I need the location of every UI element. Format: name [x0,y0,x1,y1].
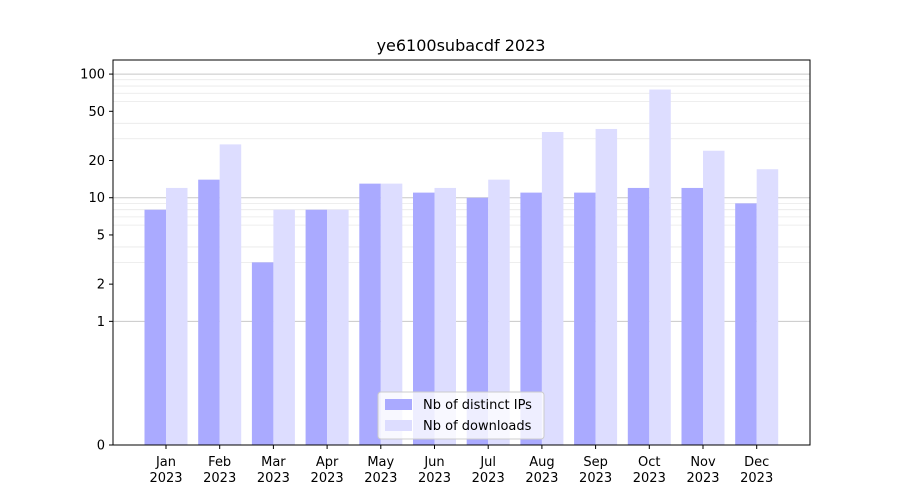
bar-distinct-ips [627,187,650,445]
plot-frame [112,59,811,446]
x-tick-label: Oct 2023 [633,455,666,486]
bar-downloads [273,209,295,445]
y-tick-label: 100 [80,68,105,83]
bar-downloads [649,89,671,445]
bar-distinct-ips [735,203,757,445]
x-tick-label: May 2023 [364,455,397,486]
y-tick-label: 10 [88,191,105,206]
bar-distinct-ips [413,192,435,445]
y-tick-label: 5 [97,228,105,243]
chart-title: ye6100subacdf 2023 [377,36,546,55]
bar-distinct-ips [359,183,381,445]
y-tick-label: 2 [97,278,105,293]
x-tick-label: Sep 2023 [579,455,612,486]
legend: Nb of distinct IPs Nb of downloads [377,391,545,440]
x-tick-label: Mar 2023 [257,455,290,486]
legend-swatch [385,420,412,431]
x-axis: Jan 2023 Feb 2023 Mar 2023 Apr 2023 May 2023 Jun 20… [149,445,773,486]
bar-distinct-ips [681,187,703,445]
bars [144,89,779,446]
legend-label: Nb of distinct IPs [423,398,532,413]
legend-swatch [385,399,412,410]
x-tick-label: Apr 2023 [311,455,344,486]
bar-distinct-ips [520,192,542,445]
bar-distinct-ips [251,262,274,445]
bar-downloads [219,144,242,445]
y-tick-label: 20 [88,154,105,169]
x-tick-label: Feb 2023 [203,455,236,486]
x-tick-label: Nov 2023 [686,455,719,486]
y-tick-label: 50 [88,105,105,120]
y-axis: 0 1 2 5 10 20 50 100 [80,68,113,454]
x-tick-label: Aug 2023 [525,455,558,486]
legend-label: Nb of downloads [423,419,532,434]
bar-downloads [327,209,349,445]
bar-downloads [488,179,510,446]
bar-downloads [166,187,188,445]
bar-downloads [380,183,403,445]
bar-distinct-ips [305,209,328,445]
bar-distinct-ips [198,179,220,446]
x-tick-label: Dec 2023 [740,455,773,486]
bar-downloads [756,169,779,445]
x-tick-label: Jul 2023 [472,455,505,486]
bar-distinct-ips [466,197,489,445]
bar-downloads [541,132,564,446]
x-tick-label: Jun 2023 [418,455,451,486]
legend-box [377,391,545,440]
bar-distinct-ips [574,192,596,445]
y-tick-label: 0 [97,439,105,454]
x-tick-label: Jan 2023 [149,455,182,486]
bar-downloads [434,187,456,445]
y-tick-label: 1 [97,315,105,330]
bar-downloads [703,150,725,445]
bar-distinct-ips [144,209,166,445]
bar-downloads [595,128,618,445]
